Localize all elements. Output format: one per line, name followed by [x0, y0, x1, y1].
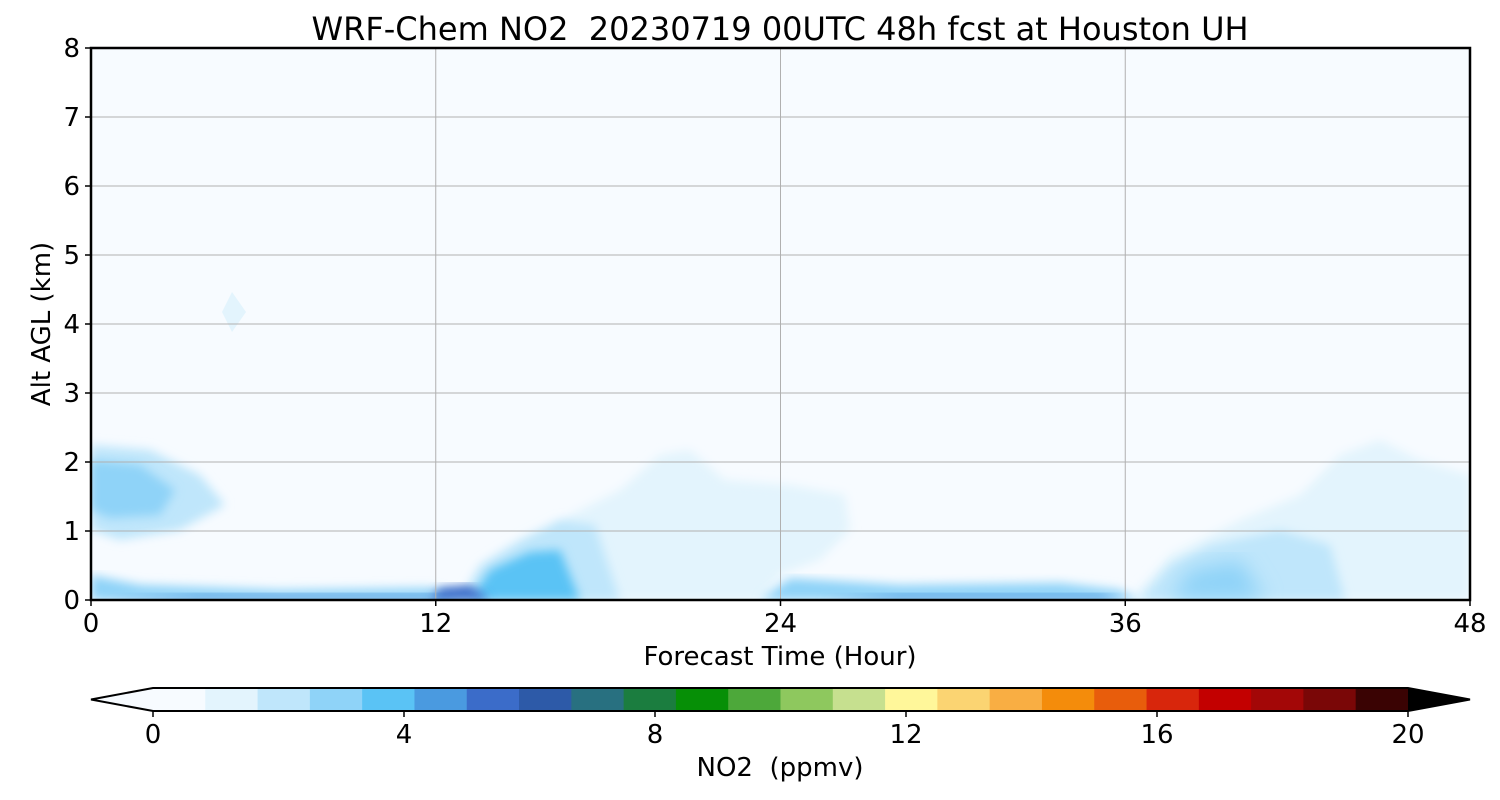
- colorbar-tick-label: 20: [1391, 720, 1424, 750]
- colorbar-tick-label: 16: [1140, 720, 1173, 750]
- colorbar-segment: [414, 688, 468, 711]
- chart-title: WRF-Chem NO2 20230719 00UTC 48h fcst at …: [311, 10, 1248, 48]
- x-tick-label: 0: [83, 609, 100, 639]
- field-plume-day1-core: [470, 550, 580, 600]
- x-tick-label: 24: [764, 609, 797, 639]
- field-isolated-patch: [222, 292, 246, 332]
- y-tick-label: 1: [63, 517, 80, 547]
- field-surface-peak: [430, 585, 490, 600]
- colorbar-label: NO2 (ppmv): [697, 753, 864, 783]
- colorbar-tick-label: 8: [647, 720, 664, 750]
- colorbar-segment: [257, 688, 311, 711]
- colorbar-segment: [153, 688, 206, 711]
- field-residual-layer-core: [91, 460, 175, 518]
- y-axis: 0 1 2 3 4 5 6 7 8: [63, 34, 91, 616]
- y-tick-label: 7: [63, 103, 80, 133]
- colorbar-segment: [1303, 688, 1357, 711]
- colorbar-segment: [989, 688, 1043, 711]
- colorbar-ticks: 0 4 8 12 16 20: [145, 711, 1425, 750]
- colorbar-segment: [362, 688, 416, 711]
- colorbar-segment: [466, 688, 520, 711]
- field-plume-day2-core: [1170, 560, 1265, 600]
- colorbar-segment: [1146, 688, 1200, 711]
- colorbar-segment: [1041, 688, 1095, 711]
- colorbar-segment: [728, 688, 782, 711]
- colorbar-segment: [1355, 688, 1409, 711]
- colorbar-tick-label: 12: [889, 720, 922, 750]
- colorbar-extend-max: [1408, 688, 1470, 711]
- field-surface-night1-core: [100, 594, 470, 600]
- y-tick-label: 6: [63, 172, 80, 202]
- x-tick-label: 48: [1453, 609, 1486, 639]
- colorbar-segment: [205, 688, 259, 711]
- y-tick-label: 8: [63, 34, 80, 64]
- y-tick-label: 0: [63, 586, 80, 616]
- y-tick-label: 5: [63, 241, 80, 271]
- colorbar-segment: [309, 688, 363, 711]
- colorbar-segment: [623, 688, 677, 711]
- colorbar-segment: [1094, 688, 1148, 711]
- field-surface-night1: [91, 575, 480, 600]
- x-tick-label: 12: [419, 609, 452, 639]
- colorbar-segment: [832, 688, 886, 711]
- x-axis: 0 12 24 36 48: [83, 600, 1487, 639]
- y-tick-label: 2: [63, 448, 80, 478]
- y-axis-label: Alt AGL (km): [27, 242, 57, 406]
- colorbar-segment: [675, 688, 729, 711]
- colorbar-segment: [780, 688, 834, 711]
- colorbar-segment: [937, 688, 991, 711]
- colorbar-segment: [571, 688, 625, 711]
- colorbar-extend-min: [91, 688, 153, 711]
- colorbar-tick-label: 4: [396, 720, 413, 750]
- concentration-field: [91, 292, 1470, 600]
- colorbar-segment: [1198, 688, 1252, 711]
- colorbar: [90, 687, 1471, 712]
- field-surface-night2-core: [820, 594, 1125, 600]
- y-tick-label: 3: [63, 379, 80, 409]
- x-axis-label: Forecast Time (Hour): [643, 642, 916, 672]
- x-tick-label: 36: [1109, 609, 1142, 639]
- colorbar-segment: [519, 688, 572, 711]
- colorbar-tick-label: 0: [145, 720, 162, 750]
- y-tick-label: 4: [63, 310, 80, 340]
- colorbar-segment: [885, 688, 938, 711]
- colorbar-segment: [1251, 688, 1305, 711]
